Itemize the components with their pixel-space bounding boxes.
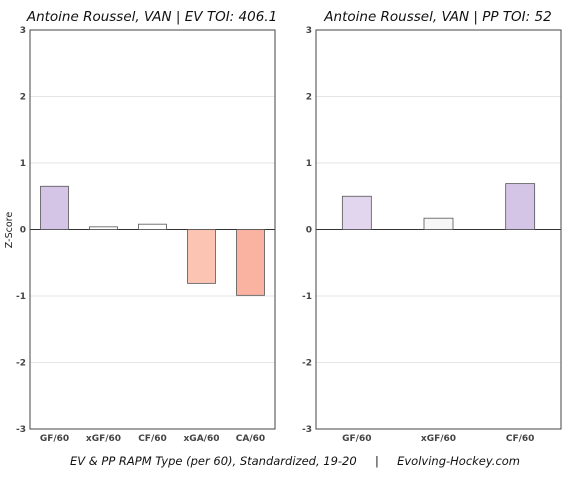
- x-tick-label: CF/60: [138, 434, 167, 444]
- y-tick-label: 0: [306, 226, 312, 236]
- y-tick-label: 2: [306, 93, 312, 103]
- bar: [341, 195, 372, 230]
- x-tick-label: CA/60: [236, 434, 265, 444]
- bar: [236, 229, 265, 296]
- x-tick-label: xGF/60: [86, 434, 121, 444]
- plot-frame: [315, 29, 562, 430]
- y-tick-label: 0: [20, 226, 26, 236]
- bar: [505, 183, 536, 230]
- bar: [138, 223, 167, 230]
- bar: [423, 217, 454, 230]
- y-tick-label: 3: [20, 26, 26, 36]
- x-tick-label: CF/60: [506, 434, 535, 444]
- y-tick-label: -2: [302, 359, 312, 369]
- ev-rapm-panel: Antoine Roussel, VAN | EV TOI: 406.1 -3 -2…: [16, 9, 277, 444]
- y-tick-label: 3: [306, 26, 312, 36]
- footer-caption: EV & PP RAPM Type (per 60), Standardized…: [70, 454, 520, 468]
- panel-title: Antoine Roussel, VAN | EV TOI: 406.1: [26, 9, 277, 25]
- y-tick-label: -3: [16, 425, 26, 435]
- bar: [40, 185, 69, 230]
- y-tick-label: 2: [20, 93, 26, 103]
- y-axis-label: Z-Score: [4, 212, 15, 249]
- x-tick-label: GF/60: [40, 434, 69, 444]
- plot-frame: [29, 29, 276, 430]
- bar: [89, 226, 118, 230]
- y-tick-label: 1: [20, 159, 26, 169]
- bar: [187, 229, 216, 284]
- panel-title: Antoine Roussel, VAN | PP TOI: 52: [323, 9, 551, 25]
- pp-rapm-panel: Antoine Roussel, VAN | PP TOI: 52 -3 -2 -1 0…: [302, 9, 562, 444]
- x-tick-label: GF/60: [342, 434, 371, 444]
- y-tick-label: -1: [16, 292, 26, 302]
- y-tick-label: -2: [16, 359, 26, 369]
- y-tick-label: 1: [306, 159, 312, 169]
- x-tick-label: xGF/60: [421, 434, 456, 444]
- y-tick-label: -1: [302, 292, 312, 302]
- x-tick-label: xGA/60: [184, 434, 220, 444]
- y-tick-label: -3: [302, 425, 312, 435]
